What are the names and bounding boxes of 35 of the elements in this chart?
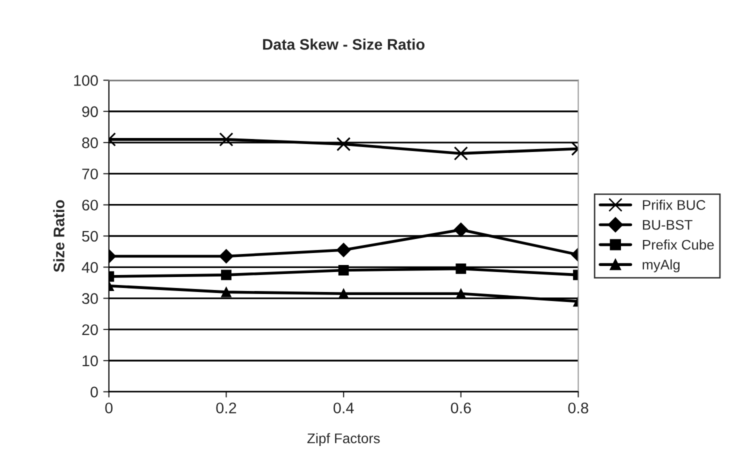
- legend-label: Prefix Cube: [642, 239, 714, 250]
- legend-label: Prifix BUC: [642, 200, 706, 210]
- y-tick-label: 100: [74, 75, 98, 86]
- point: [219, 249, 234, 264]
- point: [219, 132, 234, 147]
- y-tick-label: 80: [82, 137, 98, 148]
- chart-title: Data Skew - Size Ratio: [263, 38, 424, 50]
- point: [454, 222, 468, 237]
- point: [456, 288, 466, 299]
- x-tick-label: 0: [105, 402, 113, 414]
- x-tick-label: 0.6: [450, 402, 471, 414]
- y-tick-label: 40: [82, 262, 98, 273]
- x-axis-title: Zipf Factors: [307, 433, 380, 446]
- y-tick-label: 20: [82, 324, 98, 336]
- legend-label: BU-BST: [642, 220, 692, 230]
- y-tick-label: 50: [82, 230, 98, 242]
- point: [336, 242, 351, 258]
- point: [221, 286, 232, 298]
- y-tick-label: 60: [82, 200, 98, 211]
- y-tick-label: 30: [82, 293, 98, 304]
- y-tick-label: 90: [82, 106, 98, 118]
- point: [338, 288, 349, 299]
- point: [454, 146, 468, 161]
- y-tick-label: 70: [82, 168, 98, 180]
- point: [336, 137, 351, 152]
- x-tick-label: 0.4: [334, 402, 354, 414]
- x-tick-label: 0.8: [568, 402, 588, 414]
- y-axis-title: Size Ratio: [53, 200, 64, 272]
- point: [338, 265, 349, 276]
- point: [456, 264, 466, 274]
- legend-label: myAlg: [642, 259, 680, 272]
- y-tick-label: 10: [82, 355, 98, 366]
- point: [221, 270, 232, 280]
- y-tick-label: 0: [90, 386, 98, 398]
- x-tick-label: 0.2: [216, 402, 236, 414]
